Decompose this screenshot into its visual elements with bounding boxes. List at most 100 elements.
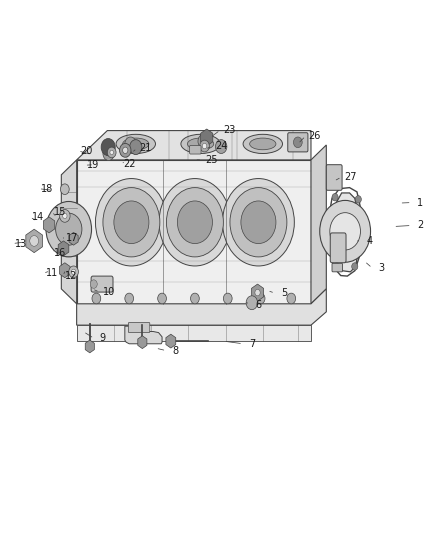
Text: 8: 8 bbox=[172, 346, 178, 356]
Circle shape bbox=[223, 293, 232, 304]
Polygon shape bbox=[58, 241, 69, 256]
Circle shape bbox=[95, 179, 167, 266]
Circle shape bbox=[103, 188, 160, 257]
Text: 16: 16 bbox=[54, 248, 67, 257]
Circle shape bbox=[114, 201, 149, 244]
Polygon shape bbox=[77, 131, 311, 160]
Text: 17: 17 bbox=[66, 233, 78, 243]
Circle shape bbox=[333, 263, 339, 270]
Circle shape bbox=[159, 179, 231, 266]
Circle shape bbox=[123, 147, 128, 154]
Ellipse shape bbox=[181, 134, 220, 154]
Polygon shape bbox=[77, 160, 311, 304]
Circle shape bbox=[241, 201, 276, 244]
Text: 11: 11 bbox=[46, 269, 58, 278]
Text: 26: 26 bbox=[308, 131, 321, 141]
Text: 24: 24 bbox=[215, 141, 227, 151]
Polygon shape bbox=[251, 284, 264, 301]
Circle shape bbox=[200, 140, 209, 152]
Polygon shape bbox=[77, 325, 311, 341]
Text: 20: 20 bbox=[81, 146, 93, 156]
Circle shape bbox=[215, 140, 227, 154]
FancyBboxPatch shape bbox=[128, 322, 150, 333]
Polygon shape bbox=[125, 326, 162, 344]
Circle shape bbox=[90, 280, 97, 288]
Circle shape bbox=[330, 213, 360, 250]
Text: 7: 7 bbox=[249, 339, 255, 349]
FancyBboxPatch shape bbox=[330, 233, 346, 263]
Circle shape bbox=[177, 201, 212, 244]
Text: 1: 1 bbox=[417, 198, 424, 207]
Text: 14: 14 bbox=[32, 212, 45, 222]
Polygon shape bbox=[85, 340, 94, 353]
Circle shape bbox=[46, 201, 92, 257]
Text: 6: 6 bbox=[255, 300, 261, 310]
Circle shape bbox=[125, 137, 136, 151]
Ellipse shape bbox=[250, 138, 276, 150]
Polygon shape bbox=[166, 334, 176, 348]
Circle shape bbox=[60, 209, 70, 222]
Circle shape bbox=[63, 213, 67, 219]
Text: 4: 4 bbox=[367, 236, 373, 246]
Circle shape bbox=[287, 293, 296, 304]
Text: 2: 2 bbox=[417, 221, 424, 230]
Polygon shape bbox=[60, 263, 70, 278]
Circle shape bbox=[352, 263, 358, 270]
Circle shape bbox=[125, 293, 134, 304]
Polygon shape bbox=[311, 145, 326, 304]
Circle shape bbox=[107, 147, 116, 158]
Polygon shape bbox=[77, 289, 326, 325]
Circle shape bbox=[30, 236, 39, 246]
FancyBboxPatch shape bbox=[190, 146, 201, 154]
Text: 22: 22 bbox=[123, 159, 135, 168]
Polygon shape bbox=[69, 232, 78, 245]
Circle shape bbox=[158, 293, 166, 304]
FancyBboxPatch shape bbox=[326, 165, 342, 190]
FancyBboxPatch shape bbox=[288, 133, 308, 152]
Circle shape bbox=[191, 293, 199, 304]
Ellipse shape bbox=[116, 134, 155, 154]
Circle shape bbox=[255, 289, 260, 296]
Ellipse shape bbox=[243, 134, 283, 154]
Text: 25: 25 bbox=[205, 155, 217, 165]
Circle shape bbox=[293, 137, 302, 148]
Polygon shape bbox=[43, 217, 55, 233]
FancyBboxPatch shape bbox=[332, 263, 343, 272]
Text: 21: 21 bbox=[140, 143, 152, 153]
Circle shape bbox=[101, 139, 115, 156]
Text: 10: 10 bbox=[102, 287, 115, 297]
Polygon shape bbox=[61, 160, 77, 304]
Polygon shape bbox=[138, 336, 147, 349]
Text: 9: 9 bbox=[100, 334, 106, 343]
Circle shape bbox=[71, 269, 76, 274]
Text: 18: 18 bbox=[41, 184, 53, 193]
Text: 23: 23 bbox=[223, 125, 235, 135]
FancyBboxPatch shape bbox=[91, 276, 113, 292]
Text: 3: 3 bbox=[378, 263, 384, 273]
Circle shape bbox=[166, 188, 223, 257]
Text: 15: 15 bbox=[54, 207, 67, 216]
Ellipse shape bbox=[187, 138, 214, 150]
Circle shape bbox=[246, 296, 258, 310]
Circle shape bbox=[223, 179, 294, 266]
Circle shape bbox=[103, 147, 114, 160]
Circle shape bbox=[120, 143, 131, 157]
Circle shape bbox=[110, 150, 113, 155]
Circle shape bbox=[92, 293, 101, 304]
Circle shape bbox=[130, 140, 142, 155]
Ellipse shape bbox=[123, 138, 149, 150]
Circle shape bbox=[60, 184, 69, 195]
Circle shape bbox=[69, 266, 78, 278]
Circle shape bbox=[198, 134, 209, 148]
Polygon shape bbox=[334, 193, 359, 272]
Text: 27: 27 bbox=[344, 172, 357, 182]
Circle shape bbox=[202, 143, 207, 149]
Circle shape bbox=[332, 193, 338, 201]
Text: 12: 12 bbox=[65, 271, 78, 281]
Text: 19: 19 bbox=[87, 160, 99, 170]
Circle shape bbox=[256, 293, 265, 304]
Circle shape bbox=[56, 213, 82, 245]
Polygon shape bbox=[26, 229, 42, 253]
Text: 5: 5 bbox=[281, 288, 287, 298]
Text: 13: 13 bbox=[15, 239, 27, 248]
